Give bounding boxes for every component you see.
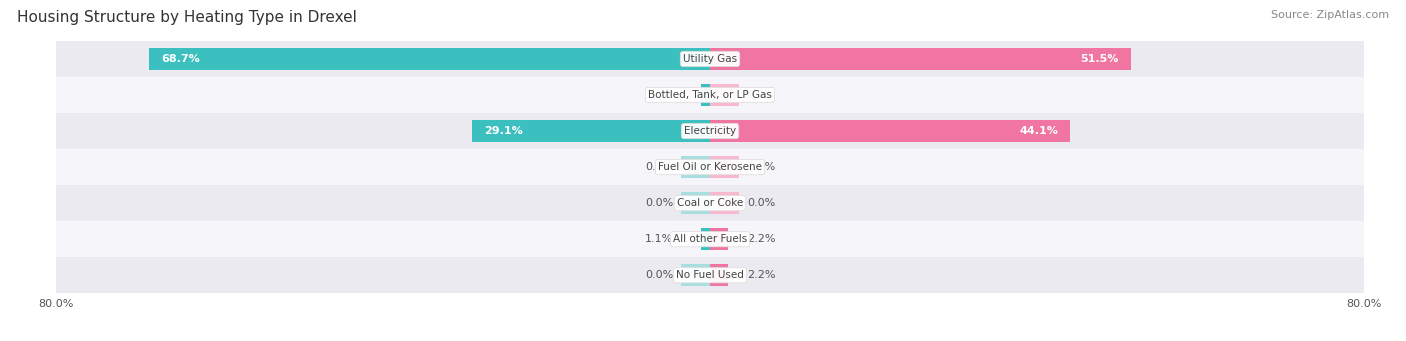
Text: 0.0%: 0.0% bbox=[645, 162, 673, 172]
Text: 1.1%: 1.1% bbox=[645, 90, 673, 100]
Text: 0.0%: 0.0% bbox=[645, 270, 673, 280]
Text: Fuel Oil or Kerosene: Fuel Oil or Kerosene bbox=[658, 162, 762, 172]
Bar bbox=[56, 113, 1364, 149]
Text: 1.1%: 1.1% bbox=[645, 234, 673, 244]
Text: 0.0%: 0.0% bbox=[747, 90, 775, 100]
Text: 2.2%: 2.2% bbox=[747, 234, 775, 244]
Bar bbox=[472, 120, 710, 142]
Text: All other Fuels: All other Fuels bbox=[673, 234, 747, 244]
Bar bbox=[710, 264, 728, 286]
Bar bbox=[56, 185, 1364, 221]
Text: 0.0%: 0.0% bbox=[747, 198, 775, 208]
Text: Coal or Coke: Coal or Coke bbox=[676, 198, 744, 208]
Bar bbox=[710, 192, 738, 214]
Bar bbox=[682, 156, 710, 178]
Bar bbox=[56, 149, 1364, 185]
Bar bbox=[710, 84, 738, 106]
Text: 2.2%: 2.2% bbox=[747, 270, 775, 280]
Bar bbox=[682, 264, 710, 286]
Bar bbox=[56, 41, 1364, 77]
Bar bbox=[710, 48, 1130, 70]
Text: Electricity: Electricity bbox=[683, 126, 737, 136]
Text: Source: ZipAtlas.com: Source: ZipAtlas.com bbox=[1271, 10, 1389, 20]
Text: 29.1%: 29.1% bbox=[485, 126, 523, 136]
Text: 44.1%: 44.1% bbox=[1019, 126, 1059, 136]
Legend: Owner-occupied, Renter-occupied: Owner-occupied, Renter-occupied bbox=[593, 339, 827, 341]
Bar bbox=[682, 192, 710, 214]
Text: 0.0%: 0.0% bbox=[747, 162, 775, 172]
Bar bbox=[710, 228, 728, 250]
Bar bbox=[56, 77, 1364, 113]
Text: 68.7%: 68.7% bbox=[160, 54, 200, 64]
Text: 0.0%: 0.0% bbox=[645, 198, 673, 208]
Bar bbox=[56, 221, 1364, 257]
Text: Housing Structure by Heating Type in Drexel: Housing Structure by Heating Type in Dre… bbox=[17, 10, 357, 25]
Text: Utility Gas: Utility Gas bbox=[683, 54, 737, 64]
Bar bbox=[710, 120, 1070, 142]
Bar bbox=[56, 257, 1364, 293]
Bar bbox=[702, 228, 710, 250]
Text: No Fuel Used: No Fuel Used bbox=[676, 270, 744, 280]
Text: 51.5%: 51.5% bbox=[1080, 54, 1119, 64]
Bar bbox=[710, 156, 738, 178]
Bar bbox=[149, 48, 710, 70]
Bar bbox=[702, 84, 710, 106]
Text: Bottled, Tank, or LP Gas: Bottled, Tank, or LP Gas bbox=[648, 90, 772, 100]
